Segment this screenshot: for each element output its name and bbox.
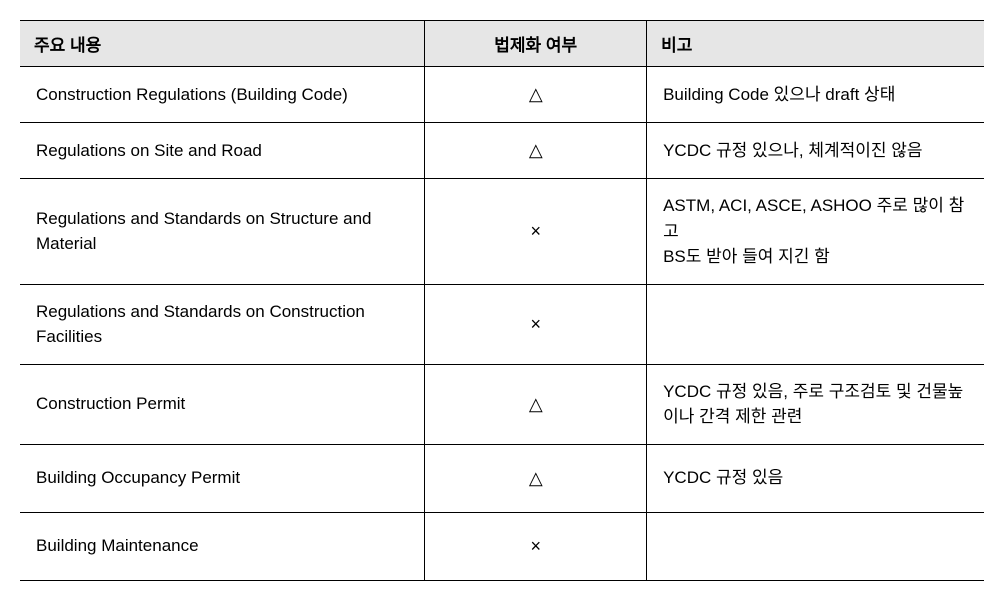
- cell-remarks: YCDC 규정 있음, 주로 구조검토 및 건물높이나 간격 제한 관련: [647, 364, 984, 444]
- header-remarks: 비고: [647, 21, 984, 67]
- cell-status: △: [425, 67, 647, 123]
- cell-status: ×: [425, 284, 647, 364]
- cell-remarks: [647, 512, 984, 580]
- status-symbol: △: [529, 468, 543, 488]
- table-row: Regulations and Standards on Structure a…: [20, 179, 984, 285]
- table-row: Construction Regulations (Building Code)…: [20, 67, 984, 123]
- table-body: Construction Regulations (Building Code)…: [20, 67, 984, 581]
- cell-status: ×: [425, 512, 647, 580]
- header-status: 법제화 여부: [425, 21, 647, 67]
- cell-content: Construction Permit: [20, 364, 425, 444]
- header-content: 주요 내용: [20, 21, 425, 67]
- cell-remarks: Building Code 있으나 draft 상태: [647, 67, 984, 123]
- cell-remarks: ASTM, ACI, ASCE, ASHOO 주로 많이 참고BS도 받아 들여…: [647, 179, 984, 285]
- status-symbol: △: [529, 394, 543, 414]
- status-symbol: ×: [530, 314, 541, 334]
- regulations-table-container: 주요 내용 법제화 여부 비고 Construction Regulations…: [20, 20, 984, 581]
- status-symbol: △: [529, 140, 543, 160]
- table-row: Regulations and Standards on Constructio…: [20, 284, 984, 364]
- cell-content: Regulations on Site and Road: [20, 123, 425, 179]
- cell-content: Construction Regulations (Building Code): [20, 67, 425, 123]
- cell-status: △: [425, 123, 647, 179]
- header-row: 주요 내용 법제화 여부 비고: [20, 21, 984, 67]
- cell-status: △: [425, 364, 647, 444]
- cell-status: △: [425, 444, 647, 512]
- table-row: Building Occupancy Permit △ YCDC 규정 있음: [20, 444, 984, 512]
- table-row: Building Maintenance ×: [20, 512, 984, 580]
- table-header: 주요 내용 법제화 여부 비고: [20, 21, 984, 67]
- table-row: Regulations on Site and Road △ YCDC 규정 있…: [20, 123, 984, 179]
- status-symbol: △: [529, 84, 543, 104]
- regulations-table: 주요 내용 법제화 여부 비고 Construction Regulations…: [20, 20, 984, 581]
- cell-status: ×: [425, 179, 647, 285]
- table-row: Construction Permit △ YCDC 규정 있음, 주로 구조검…: [20, 364, 984, 444]
- cell-remarks: YCDC 규정 있으나, 체계적이진 않음: [647, 123, 984, 179]
- status-symbol: ×: [530, 221, 541, 241]
- cell-content: Regulations and Standards on Constructio…: [20, 284, 425, 364]
- cell-content: Building Maintenance: [20, 512, 425, 580]
- cell-content: Building Occupancy Permit: [20, 444, 425, 512]
- cell-remarks: YCDC 규정 있음: [647, 444, 984, 512]
- status-symbol: ×: [530, 536, 541, 556]
- cell-content: Regulations and Standards on Structure a…: [20, 179, 425, 285]
- cell-remarks: [647, 284, 984, 364]
